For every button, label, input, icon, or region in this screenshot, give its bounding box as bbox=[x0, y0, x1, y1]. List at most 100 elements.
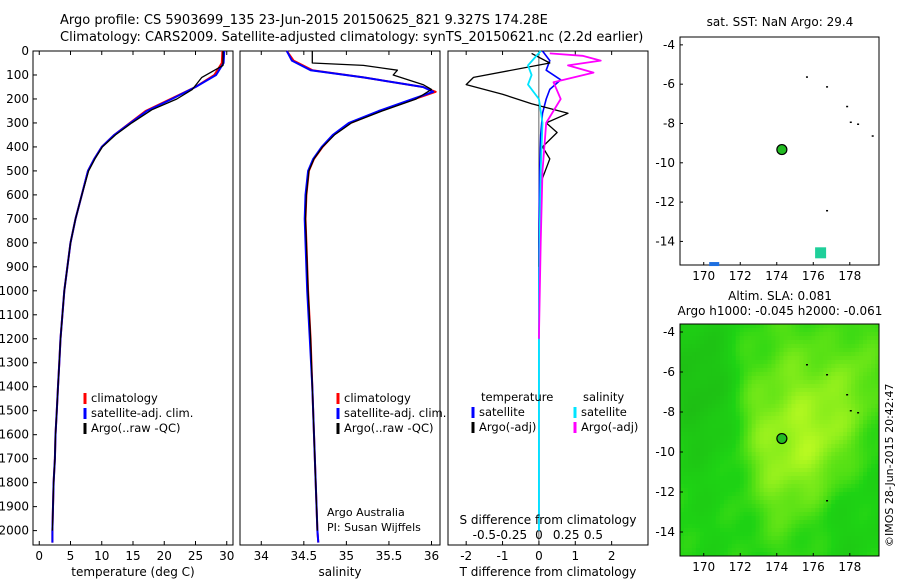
sla-heat-cell bbox=[863, 492, 868, 497]
sla-heat-cell bbox=[799, 500, 804, 505]
sla-heat-cell bbox=[751, 408, 757, 413]
sla-heat-cell bbox=[799, 432, 804, 437]
sla-heat-cell bbox=[831, 548, 836, 553]
sla-heat-cell bbox=[775, 456, 780, 461]
sla-heat-cell bbox=[831, 516, 836, 521]
sla-heat-cell bbox=[707, 416, 713, 421]
sla-heat-cell bbox=[803, 520, 808, 525]
salinity-panel: 34 34.5 35 35.5 36 salinity climatologysatel… bbox=[239, 50, 446, 579]
sla-heat-cell bbox=[839, 460, 844, 465]
sla-heat-cell bbox=[703, 436, 709, 441]
sla-heat-cell bbox=[747, 536, 753, 541]
sla-heat-cell bbox=[867, 408, 872, 413]
sla-heat-cell bbox=[847, 516, 852, 521]
sla-heat-cell bbox=[807, 432, 812, 437]
sla-heat-cell bbox=[815, 332, 820, 337]
sla-heat-cell bbox=[827, 540, 832, 545]
sla-heat-cell bbox=[859, 544, 864, 549]
sla-heat-cell bbox=[695, 368, 701, 373]
sla-heat-cell bbox=[875, 360, 879, 365]
sla-heat-cell bbox=[751, 376, 757, 381]
sla-heat-cell bbox=[839, 400, 844, 405]
sla-heat-cell bbox=[855, 348, 860, 353]
sla-heat-cell bbox=[739, 332, 745, 337]
y-tick-label: 1500 bbox=[0, 404, 29, 418]
sla-heat-cell bbox=[827, 500, 832, 505]
sla-heat-cell bbox=[855, 356, 860, 361]
sla-heat-cell bbox=[715, 384, 721, 389]
sla-heat-cell bbox=[691, 548, 697, 553]
sla-heat-cell bbox=[743, 408, 749, 413]
sla-heat-cell bbox=[691, 416, 697, 421]
sla-heat-cell bbox=[831, 384, 836, 389]
sla-heat-cell bbox=[723, 408, 729, 413]
sla-heat-cell bbox=[847, 356, 852, 361]
sla-heat-cell bbox=[847, 388, 852, 393]
sla-heat-cell bbox=[867, 388, 872, 393]
sla-heat-cell bbox=[703, 540, 709, 545]
sla-heat-cell bbox=[843, 540, 848, 545]
sla-heat-cell bbox=[743, 448, 749, 453]
sla-heat-cell bbox=[859, 376, 864, 381]
sla-heat-cell bbox=[831, 352, 836, 357]
sla-heat-cell bbox=[863, 472, 868, 477]
sla-heat-cell bbox=[843, 324, 848, 329]
sla-heat-cell bbox=[703, 464, 709, 469]
sla-heat-cell bbox=[755, 440, 760, 445]
sla-heat-cell bbox=[723, 492, 729, 497]
sla-heat-cell bbox=[795, 348, 800, 353]
sla-heat-cell bbox=[707, 444, 713, 449]
sla-heat-cell bbox=[687, 540, 693, 545]
sla-heat-cell bbox=[859, 380, 864, 385]
sla-heat-cell bbox=[683, 444, 689, 449]
sla-heat-cell bbox=[831, 472, 836, 477]
sla-heat-cell bbox=[779, 528, 784, 533]
sla-heat-cell bbox=[835, 356, 840, 361]
sla-heat-cell bbox=[823, 544, 828, 549]
sla-heat-cell bbox=[839, 444, 844, 449]
sla-heat-cell bbox=[811, 388, 816, 393]
sla-heat-cell bbox=[711, 532, 717, 537]
sla-heat-cell bbox=[691, 428, 697, 433]
sla-heat-cell bbox=[767, 508, 772, 513]
sla-heat-cell bbox=[855, 528, 860, 533]
sla-heat-cell bbox=[739, 532, 745, 537]
sla-heat-cell bbox=[787, 420, 792, 425]
sla-heat-cell bbox=[691, 436, 697, 441]
sla-heat-cell bbox=[763, 460, 768, 465]
sla-heat-cell bbox=[711, 484, 717, 489]
map-y-tick-label: -8 bbox=[663, 116, 675, 130]
sla-heat-cell bbox=[719, 380, 725, 385]
sla-heat-cell bbox=[683, 376, 689, 381]
sla-heat-cell bbox=[783, 512, 788, 517]
sla-heat-cell bbox=[819, 388, 824, 393]
sla-heat-cell bbox=[695, 424, 701, 429]
sla-heat-cell bbox=[863, 424, 868, 429]
sla-heat-cell bbox=[703, 512, 709, 517]
sla-heat-cell bbox=[763, 380, 768, 385]
sla-heat-cell bbox=[839, 456, 844, 461]
sla-heat-cell bbox=[859, 368, 864, 373]
sla-heat-cell bbox=[807, 440, 812, 445]
sla-heat-cell bbox=[811, 360, 816, 365]
sla-heat-cell bbox=[743, 392, 749, 397]
sla-heat-cell bbox=[727, 496, 733, 501]
sla-heat-cell bbox=[783, 492, 788, 497]
sla-heat-cell bbox=[775, 528, 780, 533]
sla-heat-cell bbox=[783, 548, 788, 553]
sla-heat-cell bbox=[831, 380, 836, 385]
sla-heat-cell bbox=[735, 492, 741, 497]
sla-heat-cell bbox=[843, 460, 848, 465]
sla-heat-cell bbox=[779, 388, 784, 393]
sla-heat-cell bbox=[711, 432, 717, 437]
sla-heat-cell bbox=[739, 336, 745, 341]
sla-heat-cell bbox=[791, 472, 796, 477]
sla-heat-cell bbox=[755, 324, 760, 329]
sla-heat-cell bbox=[859, 536, 864, 541]
sla-heat-cell bbox=[763, 424, 768, 429]
sla-heat-cell bbox=[771, 332, 776, 337]
sla-heat-cell bbox=[819, 460, 824, 465]
sla-heat-cell bbox=[751, 396, 757, 401]
sla-heat-cell bbox=[755, 428, 760, 433]
sla-heat-cell bbox=[715, 532, 721, 537]
